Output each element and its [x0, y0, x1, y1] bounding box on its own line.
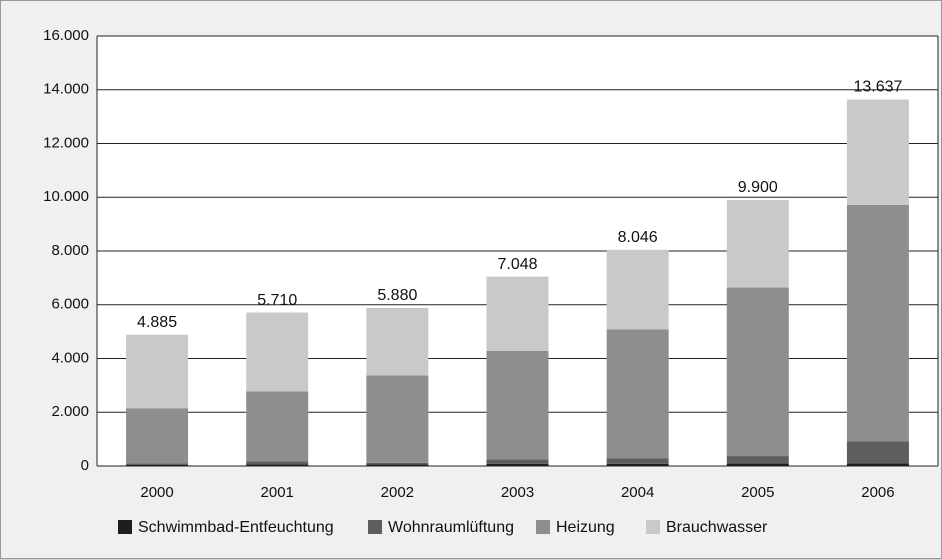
legend-swatch: [536, 520, 550, 534]
bar-segment: [246, 391, 309, 462]
x-tick-label: 2002: [381, 484, 414, 501]
bar-segment: [606, 463, 669, 466]
bar-segment: [486, 350, 549, 460]
bar-segment: [366, 375, 429, 463]
legend-label: Wohnraumlüftung: [388, 519, 514, 536]
legend-label: Brauchwasser: [666, 519, 768, 536]
y-tick-label: 6.000: [51, 296, 89, 313]
bar-segment: [126, 464, 189, 466]
legend-swatch: [368, 520, 382, 534]
bar-segment: [246, 461, 309, 465]
bar-segment: [246, 312, 309, 392]
bar-segment: [486, 459, 549, 464]
total-label: 9.900: [738, 179, 778, 196]
x-tick-label: 2000: [140, 484, 173, 501]
bar-segment: [846, 204, 909, 442]
bar-segment: [366, 462, 429, 465]
bar-segment: [726, 287, 789, 457]
bar-segment: [246, 464, 309, 466]
bar-segment: [366, 307, 429, 376]
bar-segment: [606, 458, 669, 464]
bar-segment: [726, 463, 789, 466]
bar-segment: [846, 463, 909, 466]
bar-segment: [126, 408, 189, 464]
total-label: 13.637: [853, 79, 902, 96]
x-tick-label: 2005: [741, 484, 774, 501]
y-tick-label: 10.000: [43, 188, 89, 205]
x-tick-label: 2004: [621, 484, 654, 501]
total-label: 8.046: [618, 229, 658, 246]
legend-label: Schwimmbad-Entfeuchtung: [138, 519, 334, 536]
bar-segment: [846, 99, 909, 205]
y-tick-label: 14.000: [43, 81, 89, 98]
bar-segment: [846, 441, 909, 464]
y-tick-label: 4.000: [51, 349, 89, 366]
legend-swatch: [646, 520, 660, 534]
bar-segment: [126, 334, 189, 409]
total-label: 5.710: [257, 292, 297, 309]
bar-segment: [726, 456, 789, 464]
x-tick-label: 2003: [501, 484, 534, 501]
total-label: 5.880: [377, 287, 417, 304]
bar-segment: [126, 463, 189, 465]
bar-segment: [726, 199, 789, 288]
y-tick-label: 2.000: [51, 403, 89, 420]
bar-segment: [486, 276, 549, 351]
x-tick-label: 2001: [261, 484, 294, 501]
bar-segment: [606, 329, 669, 459]
bar-segment: [366, 464, 429, 466]
y-tick-label: 12.000: [43, 134, 89, 151]
legend-swatch: [118, 520, 132, 534]
y-tick-label: 0: [81, 457, 89, 474]
bar-segment: [486, 463, 549, 466]
x-tick-label: 2006: [861, 484, 894, 501]
legend-label: Heizung: [556, 519, 615, 536]
total-label: 4.885: [137, 314, 177, 331]
y-tick-label: 16.000: [43, 27, 89, 44]
total-label: 7.048: [497, 256, 537, 273]
bar-segment: [606, 249, 669, 330]
y-tick-label: 8.000: [51, 242, 89, 259]
